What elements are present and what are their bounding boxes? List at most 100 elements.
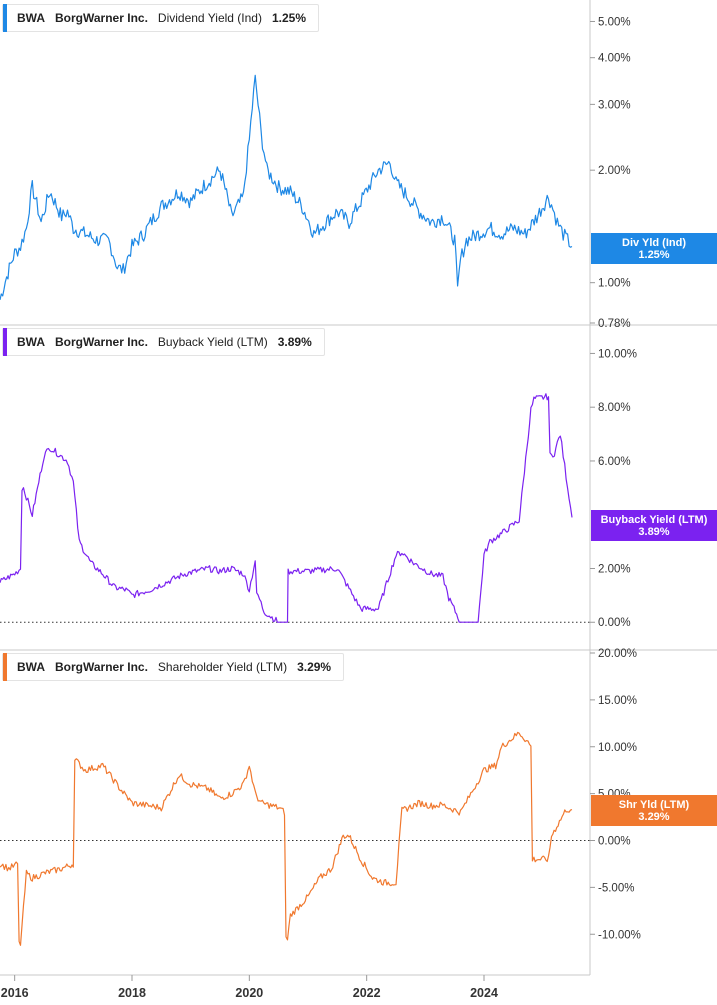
data-point xyxy=(554,452,555,453)
data-point xyxy=(302,206,303,207)
series-line xyxy=(0,731,573,946)
y-tick-label: 15.00% xyxy=(598,695,637,707)
data-point xyxy=(489,228,490,229)
data-point xyxy=(196,571,197,572)
data-point xyxy=(20,943,21,944)
data-point xyxy=(466,240,467,241)
legend-metric: Dividend Yield (Ind) xyxy=(157,11,262,25)
legend-swatch xyxy=(3,328,7,356)
data-point xyxy=(548,396,549,397)
data-point xyxy=(90,563,91,564)
data-point xyxy=(143,233,144,234)
data-point xyxy=(533,859,534,860)
data-point xyxy=(525,233,526,234)
data-point xyxy=(26,228,27,229)
data-point xyxy=(287,938,288,939)
data-point xyxy=(219,798,220,799)
data-point xyxy=(431,805,432,806)
y-tick-label: 5.00% xyxy=(598,16,631,28)
data-point xyxy=(489,541,490,542)
data-point xyxy=(102,765,103,766)
data-point xyxy=(43,455,44,456)
legend-value: 3.29% xyxy=(297,660,332,674)
data-point xyxy=(178,191,179,192)
data-point xyxy=(325,222,326,223)
data-point xyxy=(49,191,50,192)
y-tick-label: 8.00% xyxy=(598,402,631,414)
badge-value: 3.89% xyxy=(638,526,670,538)
buyback-yield-badge: Buyback Yield (LTM) 3.89% xyxy=(591,510,717,541)
data-point xyxy=(566,809,567,810)
data-point xyxy=(501,533,502,534)
data-point xyxy=(108,240,109,241)
legend-metric: Shareholder Yield (LTM) xyxy=(157,660,288,674)
panel-dividers xyxy=(0,0,717,976)
data-point xyxy=(249,765,250,766)
y-tick-label: 6.00% xyxy=(598,456,631,468)
data-point xyxy=(243,196,244,197)
data-point xyxy=(76,760,77,761)
data-point xyxy=(255,79,256,80)
data-point xyxy=(278,622,279,623)
y-tick-label: 10.00% xyxy=(598,742,637,754)
data-point xyxy=(14,573,15,574)
data-point xyxy=(401,810,402,811)
y-tick-label: -5.00% xyxy=(598,882,634,894)
data-point xyxy=(8,868,9,869)
y-tick-label: 20.00% xyxy=(598,648,637,660)
data-point xyxy=(126,589,127,590)
data-point xyxy=(571,517,572,518)
data-point xyxy=(219,170,220,171)
data-point xyxy=(360,608,361,609)
data-point xyxy=(442,576,443,577)
data-point xyxy=(278,187,279,188)
data-point xyxy=(32,514,33,515)
data-point xyxy=(478,622,479,623)
data-point xyxy=(448,598,449,599)
data-point xyxy=(551,455,552,456)
data-point xyxy=(454,240,455,241)
legend-ticker: BWA xyxy=(17,335,45,349)
data-point xyxy=(337,211,338,212)
badge-value: 3.29% xyxy=(638,811,670,823)
data-point xyxy=(20,568,21,569)
data-point xyxy=(278,807,279,808)
data-point xyxy=(17,863,18,864)
data-point xyxy=(413,563,414,564)
data-point xyxy=(431,573,432,574)
series-line xyxy=(0,74,573,301)
data-point xyxy=(401,552,402,553)
data-point xyxy=(231,216,232,217)
data-point xyxy=(548,859,549,860)
data-point xyxy=(149,589,150,590)
data-point xyxy=(231,568,232,569)
y-tick-label: 2.00% xyxy=(598,563,631,575)
data-point xyxy=(557,222,558,223)
data-point xyxy=(527,742,528,743)
x-tick-label: 2020 xyxy=(235,986,263,1000)
data-point xyxy=(131,802,132,803)
data-point xyxy=(448,807,449,808)
badge-label: Div Yld (Ind) xyxy=(622,237,686,249)
data-point xyxy=(287,622,288,623)
data-point xyxy=(563,455,564,456)
data-point xyxy=(530,409,531,410)
x-tick-label: 2018 xyxy=(118,986,146,1000)
data-point xyxy=(407,196,408,197)
data-point xyxy=(460,622,461,623)
buyback-yield-panel: 10.00% 8.00% 6.00% 2.00% 0.00% xyxy=(0,348,637,629)
data-point xyxy=(519,520,520,521)
data-point xyxy=(243,784,244,785)
data-point xyxy=(32,187,33,188)
data-point xyxy=(536,216,537,217)
data-point xyxy=(349,222,350,223)
buyback-yield-legend: BWA BorgWarner Inc. Buyback Yield (LTM) … xyxy=(2,328,325,356)
data-point xyxy=(378,170,379,171)
data-point xyxy=(319,877,320,878)
x-tick-label: 2016 xyxy=(1,986,29,1000)
data-point xyxy=(513,228,514,229)
data-point xyxy=(395,182,396,183)
data-point xyxy=(79,541,80,542)
data-point xyxy=(360,859,361,860)
